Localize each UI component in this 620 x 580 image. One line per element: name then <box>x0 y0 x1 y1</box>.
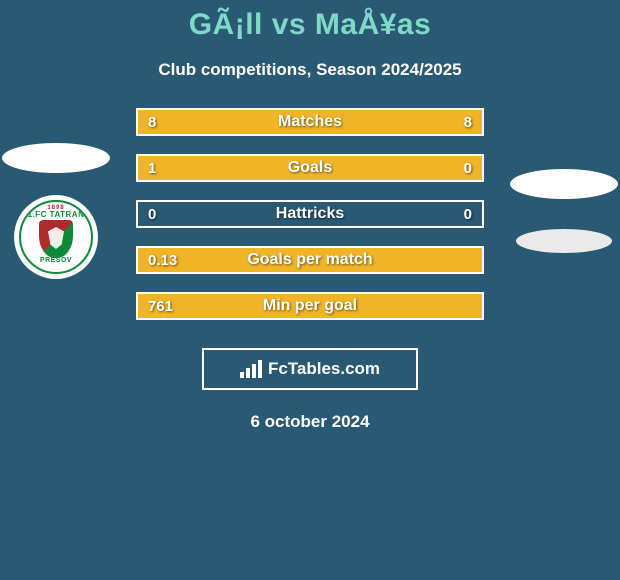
bar-value-right: 8 <box>464 114 472 131</box>
brand-text: FcTables.com <box>268 359 380 379</box>
bar-value-left: 0.13 <box>148 252 177 269</box>
page-title: GÃ¡ll vs MaÅ¥as <box>0 8 620 42</box>
badge-shield-icon <box>39 220 73 258</box>
bar-label: Matches <box>278 113 342 131</box>
comparison-card: GÃ¡ll vs MaÅ¥as Club competitions, Seaso… <box>0 0 620 432</box>
bar-chart-icon <box>240 360 262 378</box>
right-player-column <box>508 169 620 253</box>
left-club-badge: 1898 1.FC TATRAN PRESOV <box>14 195 98 279</box>
stat-bar: 1 Goals 0 <box>136 154 484 182</box>
subtitle: Club competitions, Season 2024/2025 <box>0 60 620 80</box>
date-label: 6 october 2024 <box>0 412 620 432</box>
stat-bar: 0.13 Goals per match <box>136 246 484 274</box>
bar-value-left: 1 <box>148 160 156 177</box>
badge-name-line1: 1.FC TATRAN <box>28 210 85 219</box>
bar-value-right: 0 <box>464 206 472 223</box>
club-badge-inner: 1898 1.FC TATRAN PRESOV <box>19 200 93 274</box>
left-player-column: 1898 1.FC TATRAN PRESOV <box>0 143 112 279</box>
stat-bar: 8 Matches 8 <box>136 108 484 136</box>
left-player-silhouette <box>2 143 110 173</box>
bar-fill-left <box>138 156 399 180</box>
stat-bar: 0 Hattricks 0 <box>136 200 484 228</box>
badge-name-line2: PRESOV <box>40 257 72 264</box>
stat-bars: 8 Matches 8 1 Goals 0 0 Hattricks 0 0.13 Goals per… <box>136 108 484 320</box>
brand-box[interactable]: FcTables.com <box>202 348 418 390</box>
right-player-silhouette <box>510 169 618 199</box>
bar-value-right: 0 <box>464 160 472 177</box>
bar-label: Goals per match <box>247 251 372 269</box>
bar-label: Min per goal <box>263 297 357 315</box>
comparison-row: 1898 1.FC TATRAN PRESOV 8 Matches 8 1 Goals 0… <box>0 108 620 320</box>
right-club-placeholder <box>516 229 612 253</box>
bar-label: Goals <box>288 159 332 177</box>
bar-value-left: 0 <box>148 206 156 223</box>
bar-value-left: 8 <box>148 114 156 131</box>
stat-bar: 761 Min per goal <box>136 292 484 320</box>
bar-value-left: 761 <box>148 298 173 315</box>
bar-label: Hattricks <box>276 205 344 223</box>
